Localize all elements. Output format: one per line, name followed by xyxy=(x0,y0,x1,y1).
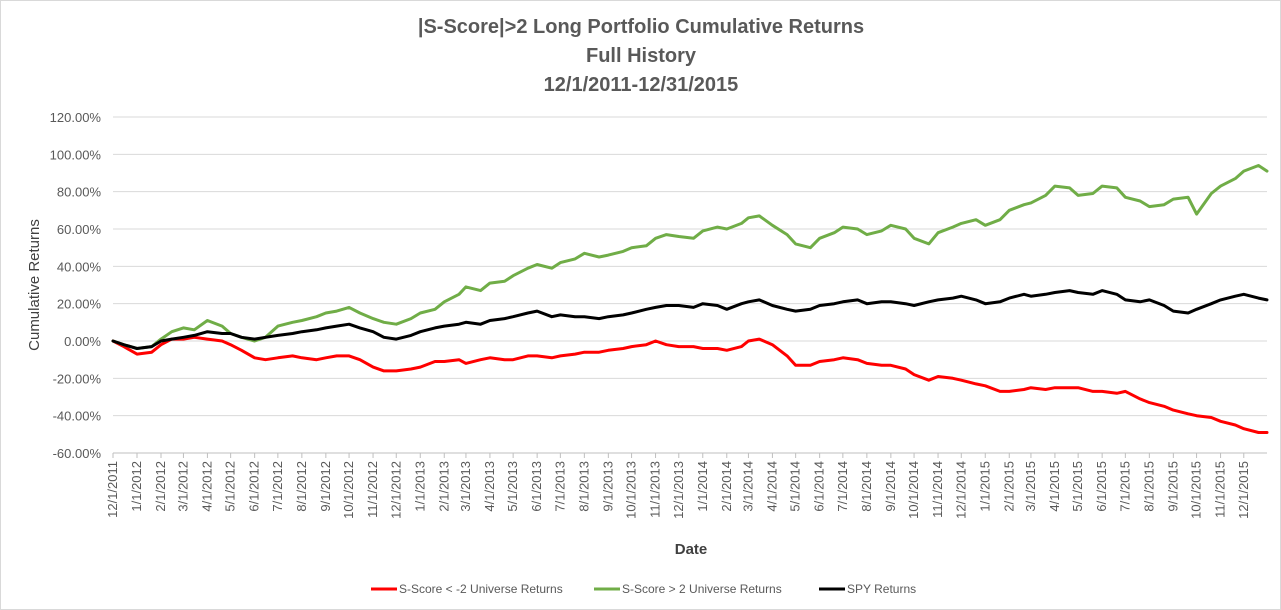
x-tick-label: 8/1/2012 xyxy=(294,461,309,512)
x-tick-label: 5/1/2012 xyxy=(223,461,238,512)
y-tick-label: 40.00% xyxy=(57,259,102,274)
x-tick-label: 1/1/2014 xyxy=(695,461,710,512)
x-tick-label: 3/1/2015 xyxy=(1023,461,1038,512)
chart-title: |S-Score|>2 Long Portfolio Cumulative Re… xyxy=(418,16,864,96)
x-tick-label: 1/1/2015 xyxy=(977,461,992,512)
x-tick-label: 2/1/2013 xyxy=(436,461,451,512)
x-tick-label: 12/1/2013 xyxy=(671,461,686,519)
y-tick-label: 120.00% xyxy=(50,110,102,125)
x-tick-label: 6/1/2014 xyxy=(812,461,827,512)
x-tick-label: 5/1/2015 xyxy=(1070,461,1085,512)
legend: S-Score < -2 Universe Returns S-Score > 2… xyxy=(371,582,916,596)
x-tick-label: 3/1/2012 xyxy=(175,461,190,512)
x-tick-label: 12/1/2015 xyxy=(1236,461,1251,519)
x-tick-label: 11/1/2012 xyxy=(365,461,380,518)
legend-label-2: S-Score > 2 Universe Returns xyxy=(622,582,782,596)
chart-title-line-3: 12/1/2011-12/31/2015 xyxy=(544,74,739,96)
series-line-1 xyxy=(111,335,1269,434)
x-tick-label: 3/1/2014 xyxy=(740,461,755,512)
x-axis-tick-labels: 12/1/2011 1/1/2012 2/1/2012 3/1/2012 4/1/201… xyxy=(105,461,1251,519)
y-tick-label: 20.00% xyxy=(57,297,102,312)
chart-title-line-2: Full History xyxy=(586,45,697,67)
x-tick-label: 11/1/2014 xyxy=(930,461,945,518)
y-tick-label: 80.00% xyxy=(57,185,102,200)
x-tick-label: 5/1/2014 xyxy=(788,461,803,512)
x-tick-label: 1/1/2012 xyxy=(129,461,144,512)
x-tick-label: 9/1/2015 xyxy=(1165,461,1180,512)
y-tick-label: -60.00% xyxy=(53,446,102,461)
y-tick-label: 100.00% xyxy=(50,147,102,162)
x-tick-label: 12/1/2014 xyxy=(953,461,968,519)
x-tick-label: 11/1/2015 xyxy=(1213,461,1228,518)
legend-label-3: SPY Returns xyxy=(847,582,916,596)
series-line-3 xyxy=(111,289,1269,350)
x-tick-label: 9/1/2012 xyxy=(318,461,333,512)
x-tick-label: 8/1/2013 xyxy=(576,461,591,512)
y-axis-title: Cumulative Returns xyxy=(26,219,43,351)
x-tick-label: 1/1/2013 xyxy=(412,461,427,512)
x-tick-label: 2/1/2014 xyxy=(719,461,734,512)
x-tick-label: 12/1/2011 xyxy=(105,461,120,518)
x-tick-label: 2/1/2012 xyxy=(153,461,168,512)
x-tick-label: 10/1/2013 xyxy=(624,461,639,519)
x-tick-label: 12/1/2012 xyxy=(388,461,403,519)
x-axis-title: Date xyxy=(675,541,708,558)
x-tick-label: 6/1/2013 xyxy=(529,461,544,512)
x-tick-label: 6/1/2015 xyxy=(1094,461,1109,512)
x-tick-label: 8/1/2015 xyxy=(1141,461,1156,512)
x-tick-label: 10/1/2012 xyxy=(341,461,356,519)
x-tick-label: 4/1/2015 xyxy=(1047,461,1062,512)
y-tick-label: 0.00% xyxy=(64,334,101,349)
x-tick-label: 9/1/2014 xyxy=(883,461,898,512)
y-tick-label: -40.00% xyxy=(53,409,102,424)
x-tick-label: 7/1/2013 xyxy=(552,461,567,512)
x-tick-label: 3/1/2013 xyxy=(458,461,473,512)
series-lines xyxy=(111,164,1269,434)
x-tick-label: 4/1/2014 xyxy=(764,461,779,512)
legend-label-1: S-Score < -2 Universe Returns xyxy=(399,582,563,596)
x-tick-label: 7/1/2015 xyxy=(1117,461,1132,512)
y-tick-label: -20.00% xyxy=(53,371,102,386)
x-tick-label: 11/1/2013 xyxy=(648,461,663,518)
chart-title-line-1: |S-Score|>2 Long Portfolio Cumulative Re… xyxy=(418,16,864,38)
x-tick-label: 4/1/2012 xyxy=(199,461,214,512)
x-tick-label: 8/1/2014 xyxy=(859,461,874,512)
x-tick-label: 7/1/2014 xyxy=(835,461,850,512)
x-tick-label: 2/1/2015 xyxy=(1001,461,1016,512)
x-tick-label: 6/1/2012 xyxy=(247,461,262,512)
gridlines xyxy=(113,116,1267,454)
x-tick-label: 4/1/2013 xyxy=(482,461,497,512)
x-tick-label: 10/1/2014 xyxy=(906,461,921,519)
y-axis-tick-labels: -60.00% -40.00% -20.00% 0.00% 20.00% 40.00% 60… xyxy=(50,110,102,461)
series-line-2 xyxy=(111,164,1269,350)
x-tick-label: 5/1/2013 xyxy=(505,461,520,512)
x-tick-label: 7/1/2012 xyxy=(270,461,285,512)
x-axis xyxy=(112,452,1267,458)
y-tick-label: 60.00% xyxy=(57,222,102,237)
x-tick-label: 10/1/2015 xyxy=(1189,461,1204,519)
x-tick-label: 9/1/2013 xyxy=(600,461,615,512)
